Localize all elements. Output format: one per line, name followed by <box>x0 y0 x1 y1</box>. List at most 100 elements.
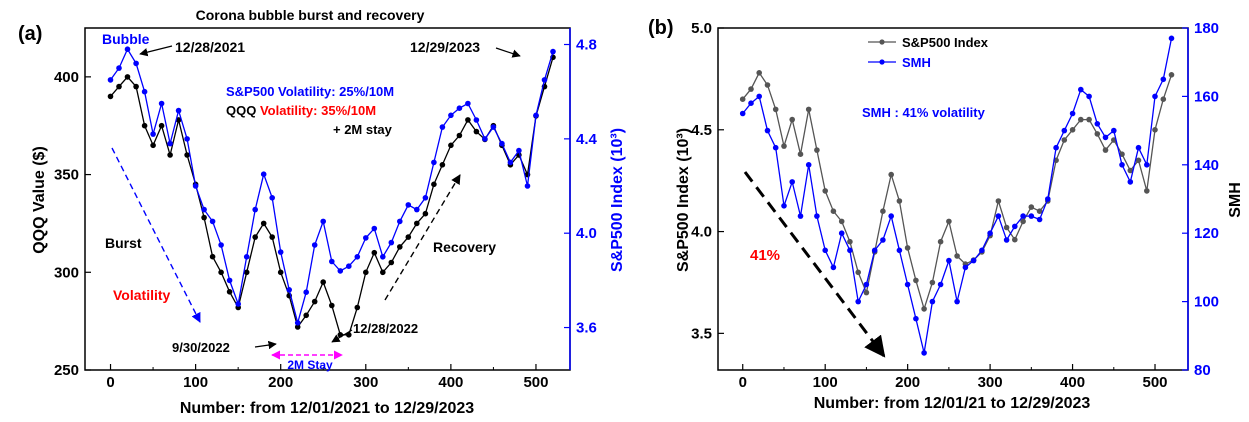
plot-frame-b <box>717 27 1189 371</box>
data-point-qqq <box>473 128 480 135</box>
axis-ticks-a: 0 100 200 300 400 500 250 300 350 400 3.6 4.0 4.4 4.8 <box>54 37 598 391</box>
x-axis-label-a: Number: from 12/01/2021 to 12/29/2023 <box>180 400 474 417</box>
x-tick-label: 300 <box>353 374 378 391</box>
data-point-s-p500-index <box>1078 116 1084 123</box>
data-point-s-p500 <box>167 140 173 147</box>
annotation-recovery: Recovery <box>433 239 496 255</box>
qqq-vol-part3: : 35%/10M <box>313 103 376 118</box>
annotation-burst: Burst <box>105 235 142 251</box>
data-point-qqq <box>439 162 446 168</box>
data-point-s-p500-index <box>1069 127 1076 133</box>
data-point-s-p500-index <box>929 279 936 286</box>
arrow-peak <box>139 45 173 57</box>
annotation-qqq-volatility: QQQ Volatility: 35%/10M <box>226 103 376 118</box>
data-point-s-p500-index <box>1160 96 1167 102</box>
data-point-s-p500 <box>448 112 454 119</box>
data-point-smh <box>1127 179 1134 185</box>
data-point-qqq <box>269 234 276 240</box>
data-point-smh <box>1036 216 1043 223</box>
data-point-s-p500-index <box>814 147 820 153</box>
legend-label-spx: S&P500 Index <box>902 35 989 50</box>
data-point-qqq <box>124 74 131 80</box>
data-point-s-p500-index <box>863 289 870 296</box>
y-left-tick-label: 400 <box>54 69 79 86</box>
data-point-s-p500-index <box>1020 218 1026 225</box>
data-point-s-p500-index <box>1144 188 1150 194</box>
data-point-s-p500 <box>388 239 395 246</box>
arrow-volatility <box>111 147 201 323</box>
data-point-smh <box>1086 93 1092 100</box>
data-point-qqq <box>414 220 420 227</box>
annotation-2m-stay: 2M Stay <box>287 358 333 372</box>
data-point-s-p500-index <box>1135 157 1142 164</box>
data-point-qqq <box>218 269 224 276</box>
data-point-s-p500 <box>371 225 378 232</box>
y-left-tick-label: 3.5 <box>691 325 712 342</box>
data-point-smh <box>1094 121 1101 127</box>
annotation-date-low2: 12/28/2022 <box>353 321 418 336</box>
data-point-s-p500 <box>303 289 310 296</box>
data-point-qqq <box>320 279 327 285</box>
data-point-s-p500 <box>201 206 207 213</box>
data-point-s-p500 <box>473 117 480 123</box>
data-point-smh <box>1061 127 1068 134</box>
data-point-smh <box>987 230 993 236</box>
data-point-smh <box>830 264 837 271</box>
data-point-smh <box>954 298 960 305</box>
data-point-smh <box>921 350 927 356</box>
data-point-s-p500 <box>507 159 514 166</box>
x-tick-label: 0 <box>106 374 114 391</box>
data-point-s-p500 <box>141 88 148 95</box>
axis-ticks-b: 0 100 200 300 400 500 3.5 4.0 4.5 5.0 80 100 120 140 1… <box>691 20 1219 391</box>
data-point-smh <box>863 281 870 288</box>
data-point-s-p500 <box>414 206 420 213</box>
x-tick-label: 500 <box>1143 374 1168 391</box>
data-point-qqq <box>465 117 471 123</box>
data-point-s-p500-index <box>1094 131 1101 137</box>
arrow-low2 <box>331 329 353 343</box>
data-point-s-p500 <box>209 218 216 225</box>
data-point-smh <box>772 144 779 151</box>
y-left-tick-label: 250 <box>54 362 79 379</box>
data-point-s-p500-index <box>888 171 894 178</box>
data-point-s-p500-index <box>1028 204 1035 210</box>
legend-b: S&P500 Index SMH <box>868 35 989 70</box>
qqq-vol-part2: Volatility <box>260 103 314 118</box>
data-point-smh <box>1111 127 1117 134</box>
data-point-smh <box>896 247 903 254</box>
arrow-decline-b <box>743 171 886 358</box>
data-point-s-p500 <box>516 147 522 154</box>
series-group-b <box>739 35 1175 356</box>
data-point-s-p500 <box>277 249 284 255</box>
data-point-s-p500 <box>439 124 446 130</box>
data-point-s-p500 <box>260 171 267 177</box>
data-point-s-p500-index <box>739 96 746 102</box>
data-point-s-p500-index <box>946 218 952 225</box>
data-point-s-p500 <box>524 183 531 189</box>
annotation-smh-volatility: SMH : 41% volatility <box>862 105 986 120</box>
data-point-s-p500 <box>337 268 344 274</box>
y-left-tick-label: 300 <box>54 264 79 281</box>
data-point-smh <box>855 298 861 305</box>
chart-title-a: Corona bubble burst and recovery <box>196 7 425 23</box>
annotation-bubble: Bubble <box>102 31 150 47</box>
data-point-s-p500 <box>158 100 165 107</box>
data-point-smh <box>822 247 828 254</box>
x-tick-label: 100 <box>813 374 838 391</box>
data-point-s-p500 <box>294 320 301 326</box>
data-point-s-p500-index <box>789 116 795 123</box>
data-point-smh <box>880 237 886 243</box>
data-point-s-p500 <box>235 301 241 307</box>
data-point-smh <box>979 247 985 254</box>
annotation-spx-volatility: S&P500 Volatility: 25%/10M <box>226 84 394 99</box>
y-axis-label-right-b: SMH <box>1227 182 1244 218</box>
data-point-s-p500-index <box>1086 116 1092 123</box>
y-right-tick-label: 3.6 <box>576 320 597 337</box>
data-point-qqq <box>405 234 412 240</box>
data-point-s-p500-index <box>1119 151 1125 157</box>
data-point-s-p500-index <box>1003 224 1010 231</box>
data-point-smh <box>814 213 820 219</box>
data-point-s-p500 <box>405 202 412 208</box>
y-right-tick-label: 100 <box>1194 294 1219 311</box>
y-left-tick-label: 350 <box>54 167 79 184</box>
